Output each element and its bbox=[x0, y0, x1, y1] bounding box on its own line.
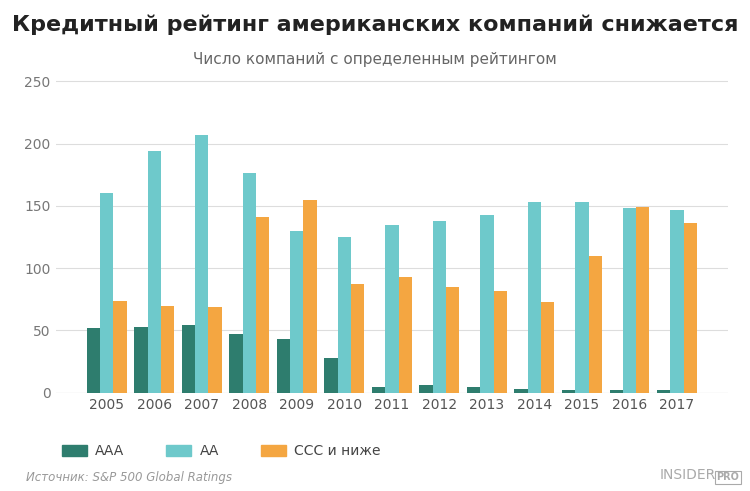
Bar bbox=[338, 237, 351, 393]
Bar bbox=[161, 305, 174, 393]
Bar bbox=[562, 390, 575, 393]
Bar bbox=[100, 193, 113, 393]
Bar bbox=[589, 256, 602, 393]
Text: INSIDER: INSIDER bbox=[660, 468, 716, 482]
Bar bbox=[480, 215, 494, 393]
Bar bbox=[670, 210, 684, 393]
Bar bbox=[351, 284, 364, 393]
Legend: AAA, AA, ССС и ниже: AAA, AA, ССС и ниже bbox=[56, 438, 386, 464]
Text: Источник: S&P 500 Global Ratings: Источник: S&P 500 Global Ratings bbox=[26, 471, 233, 484]
Bar bbox=[514, 389, 528, 393]
Bar bbox=[657, 390, 670, 393]
Bar bbox=[277, 339, 290, 393]
Bar bbox=[290, 231, 304, 393]
Bar bbox=[398, 277, 412, 393]
Bar bbox=[494, 291, 507, 393]
Bar bbox=[148, 151, 161, 393]
Bar bbox=[325, 358, 338, 393]
Bar bbox=[446, 287, 459, 393]
Bar bbox=[113, 300, 127, 393]
Bar bbox=[209, 307, 222, 393]
Bar bbox=[243, 173, 256, 393]
Bar bbox=[195, 135, 208, 393]
Bar bbox=[304, 200, 316, 393]
Bar bbox=[610, 390, 622, 393]
Bar bbox=[386, 224, 398, 393]
Bar bbox=[230, 334, 243, 393]
Bar bbox=[528, 202, 541, 393]
Bar bbox=[622, 208, 636, 393]
Bar bbox=[636, 207, 650, 393]
Bar bbox=[87, 328, 100, 393]
Bar bbox=[433, 221, 446, 393]
Bar bbox=[372, 386, 386, 393]
Bar bbox=[419, 385, 433, 393]
Bar bbox=[575, 202, 589, 393]
Bar bbox=[541, 302, 554, 393]
Text: Кредитный рейтинг американских компаний снижается: Кредитный рейтинг американских компаний … bbox=[12, 15, 738, 35]
Bar bbox=[684, 223, 697, 393]
Bar bbox=[134, 327, 148, 393]
Text: PRO: PRO bbox=[716, 472, 739, 482]
Bar bbox=[256, 217, 269, 393]
Text: Число компаний с определенным рейтингом: Число компаний с определенным рейтингом bbox=[194, 52, 556, 67]
Bar bbox=[182, 326, 195, 393]
Bar bbox=[467, 386, 480, 393]
